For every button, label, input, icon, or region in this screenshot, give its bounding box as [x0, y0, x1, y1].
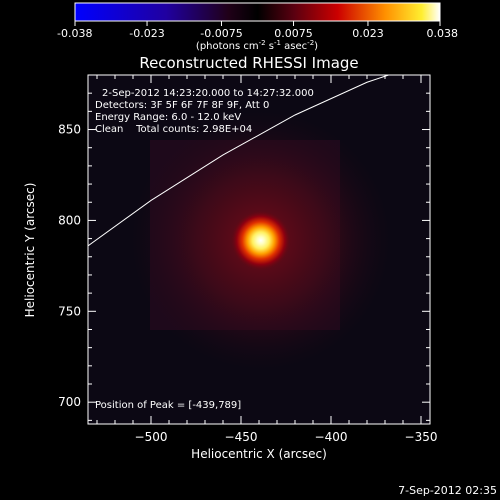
peak-position-label: Position of Peak = [-439,789] — [95, 400, 241, 411]
y-tick-label: 750 — [58, 304, 81, 318]
x-axis-ticks: −500 −450 −400 −350 — [96, 75, 438, 444]
x-tick-label: −500 — [135, 430, 168, 444]
annotations: 2-Sep-2012 14:23:20.000 to 14:27:32.000 … — [95, 88, 314, 411]
x-tick-label: −400 — [315, 430, 348, 444]
annotation-time-range: 2-Sep-2012 14:23:20.000 to 14:27:32.000 — [102, 88, 314, 99]
x-tick-label: −450 — [225, 430, 258, 444]
y-tick-label: 850 — [58, 123, 81, 137]
annotation-clean-counts: Clean Total counts: 2.98E+04 — [95, 124, 252, 135]
y-tick-label: 700 — [58, 395, 81, 409]
x-tick-label: −350 — [405, 430, 438, 444]
colorbar-units: (photons cm-2 s-1 asec-2) — [196, 39, 318, 52]
colorbar-tick-label: -0.023 — [129, 27, 164, 40]
colorbar: -0.038 -0.023 -0.0075 0.0075 0.023 0.038 (pho… — [57, 2, 458, 52]
colorbar-tick-label: -0.0075 — [200, 27, 242, 40]
colorbar-tick-label: -0.038 — [57, 27, 92, 40]
image-layer — [88, 75, 391, 371]
y-tick-label: 800 — [58, 213, 81, 227]
colorbar-tick-label: 0.023 — [352, 27, 384, 40]
y-axis-label: Heliocentric Y (arcsec) — [23, 183, 37, 318]
footer-date: 7-Sep-2012 02:35 — [398, 484, 497, 497]
plot-area: −500 −450 −400 −350 700 750 800 850 — [58, 74, 438, 444]
colorbar-tick-label: 0.038 — [427, 27, 459, 40]
annotation-detectors: Detectors: 3F 5F 6F 7F 8F 9F, Att 0 — [95, 100, 269, 111]
colorbar-tick-label: 0.0075 — [274, 27, 313, 40]
x-axis-label: Heliocentric X (arcsec) — [191, 447, 327, 461]
colorbar-ticks: -0.038 -0.023 -0.0075 0.0075 0.023 0.038 — [57, 21, 458, 40]
annotation-energy-range: Energy Range: 6.0 - 12.0 keV — [95, 112, 241, 123]
solar-limb-curve — [88, 75, 389, 247]
colorbar-gradient — [74, 2, 441, 22]
chart-title: Reconstructed RHESSI Image — [139, 54, 358, 72]
y-axis-ticks: 700 750 800 850 — [58, 74, 430, 421]
hxr-source — [230, 210, 291, 271]
